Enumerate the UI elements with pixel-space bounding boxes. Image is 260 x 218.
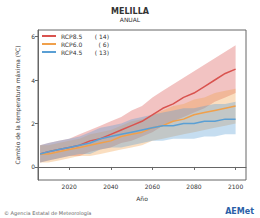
svg-text:Cambio de la temperatura máxim: Cambio de la temperatura máxima (ºC): [14, 45, 22, 164]
svg-text:AEMet: AEMet: [225, 207, 254, 216]
svg-text:2020: 2020: [62, 183, 77, 190]
svg-text:( 13): ( 13): [95, 49, 109, 56]
svg-text:4: 4: [31, 77, 35, 84]
svg-text:RCP6.0: RCP6.0: [61, 41, 82, 48]
svg-text:( 14): ( 14): [95, 33, 109, 40]
svg-text:MELILLA: MELILLA: [111, 7, 150, 16]
svg-text:ANUAL: ANUAL: [120, 16, 141, 23]
svg-text:2100: 2100: [228, 183, 243, 190]
svg-text:RCP8.5: RCP8.5: [61, 33, 82, 40]
svg-text:2040: 2040: [103, 183, 118, 190]
svg-text:2: 2: [31, 120, 35, 127]
svg-text:2080: 2080: [186, 183, 201, 190]
svg-text:0: 0: [31, 163, 35, 170]
svg-text:6: 6: [31, 33, 35, 40]
svg-text:( 6): ( 6): [99, 41, 109, 48]
svg-text:© Agencia Estatal de Meteorolo: © Agencia Estatal de Meteorología: [4, 210, 91, 217]
svg-text:2060: 2060: [145, 183, 160, 190]
svg-text:RCP4.5: RCP4.5: [61, 49, 82, 56]
svg-text:Año: Año: [136, 195, 148, 202]
